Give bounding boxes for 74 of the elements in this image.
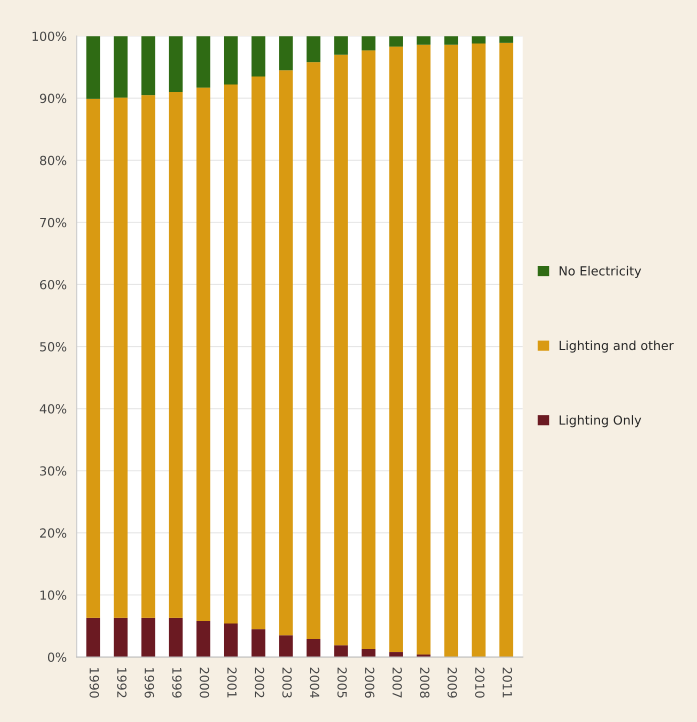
bar [389, 652, 403, 658]
bar [224, 84, 238, 624]
x-tick-label: 2009 [448, 668, 457, 698]
bar [362, 648, 376, 658]
bar [389, 46, 403, 652]
x-tick-label: 2005 [337, 668, 347, 698]
y-tick-label: 10% [40, 590, 66, 600]
bar [334, 54, 348, 646]
bar [224, 623, 238, 658]
y-tick-label: 30% [40, 466, 66, 476]
bar [362, 50, 376, 649]
bar [196, 36, 210, 88]
bar [279, 635, 293, 658]
bar [196, 621, 210, 658]
bar [334, 645, 348, 658]
bar [86, 98, 100, 618]
bar [168, 92, 183, 618]
bar [416, 36, 431, 45]
bar [114, 618, 128, 658]
bar [114, 36, 128, 98]
x-tick-label: 2010 [475, 668, 485, 698]
legend-label: Lighting and other [560, 340, 674, 353]
bar [196, 88, 210, 622]
x-tick-label: 2007 [392, 668, 402, 698]
x-tick-label: 2011 [502, 668, 512, 698]
bar [252, 629, 266, 658]
y-tick-label: 100% [32, 32, 66, 42]
bar [86, 618, 100, 658]
bar [224, 36, 238, 85]
x-tick-label: 2006 [364, 668, 374, 698]
bar [114, 98, 128, 618]
bar [444, 36, 458, 45]
bar [306, 639, 320, 658]
bar [141, 618, 156, 658]
bar [168, 618, 183, 658]
bar [306, 62, 320, 640]
x-tick-label: 2001 [227, 668, 237, 698]
bar [141, 36, 156, 96]
x-tick-label: 2003 [282, 668, 292, 698]
bar [499, 36, 514, 43]
legend-label: Lighting Only [560, 415, 642, 428]
y-tick-label: 70% [40, 218, 66, 228]
bar [252, 76, 266, 630]
x-tick-label: 2000 [200, 668, 210, 698]
bar [472, 44, 486, 658]
legend-label: No Electricity [560, 266, 642, 278]
bar [141, 95, 156, 618]
bar [444, 44, 458, 658]
x-tick-label: 1996 [144, 668, 154, 698]
y-tick-label: 50% [40, 342, 66, 352]
bar [306, 36, 320, 62]
bar [334, 36, 348, 55]
x-tick-label: 1990 [90, 668, 100, 698]
y-tick-label: 40% [40, 404, 66, 414]
x-tick-label: 1999 [172, 668, 182, 698]
y-tick-label: 20% [40, 528, 66, 538]
bar [472, 36, 486, 44]
y-tick-label: 80% [40, 156, 66, 166]
bar [362, 36, 376, 50]
bar [279, 70, 293, 636]
y-tick-label: 60% [40, 280, 66, 290]
bar [252, 36, 266, 76]
bar [279, 36, 293, 70]
bar [416, 44, 431, 655]
y-tick-label: 0% [48, 652, 66, 662]
bar [389, 36, 403, 47]
bar [168, 36, 183, 92]
x-tick-label: 2004 [310, 668, 320, 698]
x-tick-label: 2002 [254, 668, 264, 698]
bar [499, 42, 514, 658]
y-tick-label: 90% [40, 94, 66, 104]
x-tick-label: 1992 [117, 668, 127, 698]
x-tick-label: 2008 [420, 668, 430, 698]
bar [86, 36, 100, 99]
